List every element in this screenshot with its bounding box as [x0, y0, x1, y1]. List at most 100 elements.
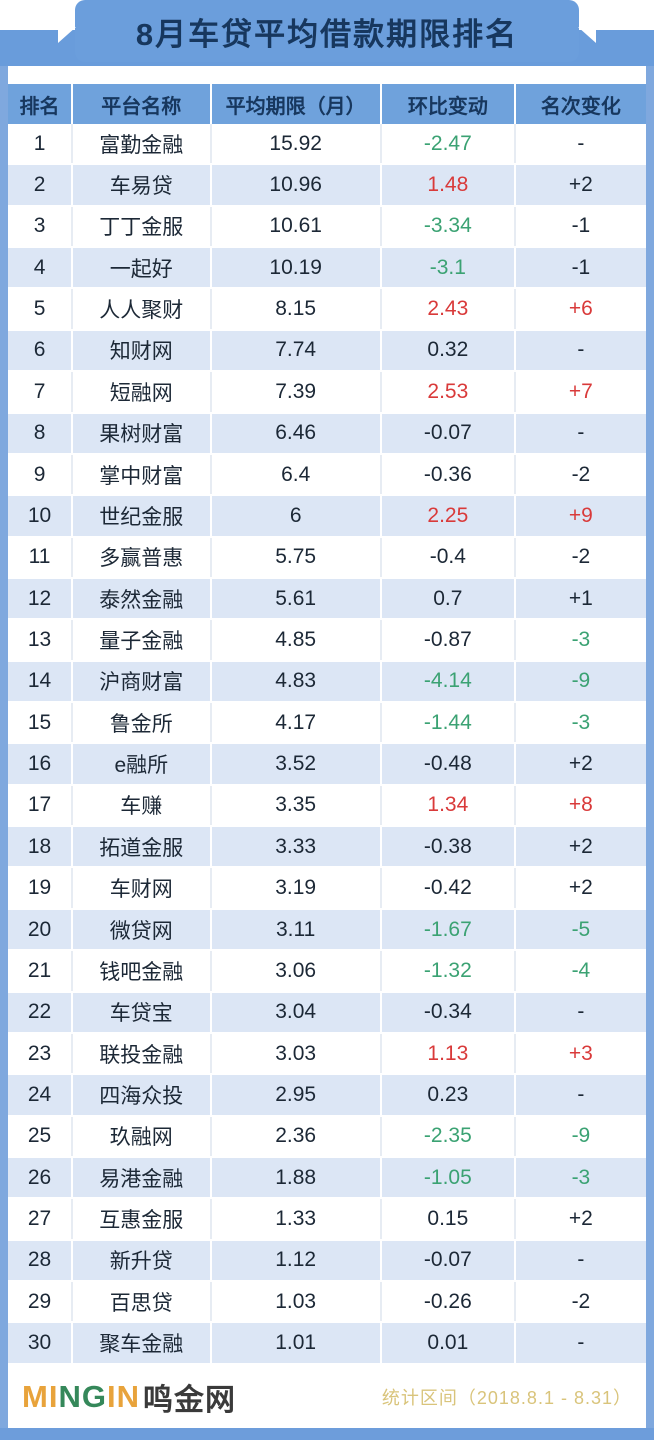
ribbon-notch-right — [578, 27, 596, 43]
platform-name-cell: 量子金融 — [73, 620, 212, 660]
rank-cell: 15 — [8, 703, 74, 743]
change-cell: -0.36 — [382, 454, 516, 495]
platform-name-cell: 车财网 — [73, 868, 212, 908]
table-row: 5 人人聚财 8.15 2.43 +6 — [8, 289, 646, 329]
platform-name-cell: 世纪金服 — [73, 496, 212, 536]
term-cell: 4.83 — [212, 661, 382, 702]
change-cell: 0.15 — [382, 1199, 516, 1239]
rank-change-cell: +2 — [568, 1207, 593, 1231]
term-cell: 1.12 — [212, 1240, 382, 1281]
change-cell: 2.25 — [382, 496, 516, 536]
rank-cell: 20 — [8, 909, 74, 950]
change-cell: -0.38 — [382, 827, 516, 867]
rank-cell: 17 — [8, 785, 74, 826]
change-cell: -0.26 — [382, 1282, 516, 1322]
term-cell: 1.33 — [212, 1199, 382, 1239]
term-cell: 1.88 — [212, 1157, 382, 1198]
change-cell: 0.32 — [382, 330, 516, 371]
platform-name-cell: 短融网 — [73, 372, 212, 412]
rank-cell: 16 — [8, 744, 74, 784]
logo-letter: N — [58, 1378, 82, 1414]
rank-change-cell: -3 — [571, 710, 591, 734]
term-cell: 10.96 — [212, 165, 382, 205]
platform-name-cell: 果树财富 — [73, 413, 212, 453]
table-row: 3 丁丁金服 10.61 -3.34 -1 — [8, 206, 646, 247]
change-cell: -4.14 — [382, 661, 516, 702]
table-row: 1 富勤金融 15.92 -2.47 - — [8, 124, 646, 164]
table-row: 26 易港金融 1.88 -1.05 -3 — [8, 1155, 646, 1200]
rank-cell: 22 — [8, 992, 74, 1032]
term-cell: 1.03 — [212, 1282, 382, 1322]
term-cell: 6 — [212, 496, 382, 536]
platform-name-cell: 知财网 — [73, 330, 212, 371]
logo-letter: I — [48, 1378, 59, 1414]
table-row: 22 车贷宝 3.04 -0.34 - — [8, 990, 646, 1034]
rank-cell: 19 — [8, 868, 74, 908]
rank-change-cell: - — [577, 131, 585, 155]
platform-name-cell: 车贷宝 — [73, 992, 212, 1032]
rank-cell: 13 — [8, 620, 74, 660]
rank-change-cell: +2 — [568, 752, 593, 776]
platform-name-cell: 微贷网 — [73, 909, 212, 950]
platform-name-cell: 多赢普惠 — [73, 537, 212, 577]
change-cell: -0.42 — [382, 868, 516, 908]
table-row: 29 百思贷 1.03 -0.26 -2 — [8, 1282, 646, 1322]
term-cell: 3.33 — [212, 827, 382, 867]
table-row: 2 车易贷 10.96 1.48 +2 — [8, 163, 646, 207]
logo-letter: N — [116, 1378, 140, 1414]
column-header-change: 环比变动 — [382, 84, 516, 124]
platform-name-cell: 互惠金服 — [73, 1199, 212, 1239]
term-cell: 3.11 — [212, 909, 382, 950]
change-cell: -0.87 — [382, 620, 516, 660]
logo-letter: I — [106, 1378, 117, 1414]
term-cell: 2.36 — [212, 1116, 382, 1156]
rank-change-cell: -9 — [571, 1124, 591, 1148]
table-row: 18 拓道金服 3.33 -0.38 +2 — [8, 825, 646, 869]
rank-cell: 9 — [8, 454, 74, 495]
rank-cell: 2 — [8, 165, 74, 205]
platform-name-cell: 易港金融 — [73, 1157, 212, 1198]
platform-name-cell: 掌中财富 — [73, 454, 212, 495]
platform-name-cell: 车赚 — [73, 785, 212, 826]
platform-name-cell: 聚车金融 — [73, 1323, 212, 1363]
rank-cell: 24 — [8, 1075, 74, 1115]
term-cell: 3.03 — [212, 1033, 382, 1074]
table-row: 9 掌中财富 6.4 -0.36 -2 — [8, 454, 646, 495]
frame-left-strip — [0, 30, 8, 1440]
table-row: 21 钱吧金融 3.06 -1.32 -4 — [8, 951, 646, 991]
rank-change-cell: +2 — [568, 876, 593, 900]
table-row: 28 新升贷 1.12 -0.07 - — [8, 1238, 646, 1283]
rank-cell: 14 — [8, 661, 74, 702]
rank-change-cell: - — [577, 1248, 585, 1272]
logo-letter: M — [22, 1378, 49, 1414]
rank-change-cell: -4 — [571, 958, 591, 982]
platform-name-cell: 联投金融 — [73, 1033, 212, 1074]
term-cell: 3.06 — [212, 951, 382, 991]
table-row: 13 量子金融 4.85 -0.87 -3 — [8, 620, 646, 660]
rank-change-cell: +2 — [568, 173, 593, 197]
rank-change-cell: -1 — [571, 214, 591, 238]
term-cell: 3.04 — [212, 992, 382, 1032]
table-row: 15 鲁金所 4.17 -1.44 -3 — [8, 703, 646, 743]
change-cell: -2.47 — [382, 124, 516, 164]
table-row: 11 多赢普惠 5.75 -0.4 -2 — [8, 537, 646, 577]
table-row: 12 泰然金融 5.61 0.7 +1 — [8, 576, 646, 621]
platform-name-cell: 四海众投 — [73, 1075, 212, 1115]
rank-cell: 25 — [8, 1116, 74, 1156]
table-row: 4 一起好 10.19 -3.1 -1 — [8, 246, 646, 290]
logo-letter: G — [81, 1378, 107, 1414]
column-header-platform: 平台名称 — [73, 84, 212, 124]
term-cell: 4.17 — [212, 703, 382, 743]
change-cell: -1.05 — [382, 1157, 516, 1198]
rank-change-cell: - — [577, 338, 585, 362]
table-row: 8 果树财富 6.46 -0.07 - — [8, 411, 646, 455]
rank-cell: 6 — [8, 330, 74, 371]
rank-change-cell: -1 — [571, 255, 591, 279]
rank-cell: 30 — [8, 1323, 74, 1363]
table-row: 23 联投金融 3.03 1.13 +3 — [8, 1033, 646, 1074]
rank-cell: 11 — [8, 537, 74, 577]
platform-name-cell: 车易贷 — [73, 165, 212, 205]
term-cell: 4.85 — [212, 620, 382, 660]
column-header-term: 平均期限（月） — [212, 84, 382, 124]
change-cell: -0.48 — [382, 744, 516, 784]
